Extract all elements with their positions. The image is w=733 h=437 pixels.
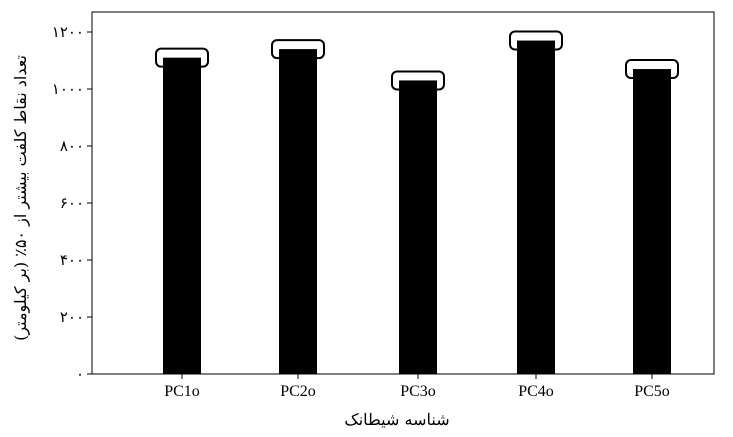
y-tick-label: ۱۰۰۰ — [52, 80, 84, 98]
x-tick-label: PC3o — [400, 383, 436, 400]
error-markers — [155, 30, 679, 91]
y-tick-label: ۸۰۰ — [60, 137, 84, 155]
bar — [517, 40, 555, 375]
bar — [279, 49, 317, 374]
error-marker — [155, 47, 209, 68]
y-tick-label: ۲۰۰ — [60, 308, 84, 326]
x-tick-label: PC1o — [164, 383, 200, 400]
error-marker — [391, 70, 445, 91]
bar — [633, 69, 671, 375]
error-marker — [509, 30, 563, 51]
x-axis-title: شناسه شیطانک — [344, 410, 449, 429]
y-tick-label: ۴۰۰ — [60, 251, 84, 269]
y-tick-label: ۰ — [76, 365, 84, 383]
x-tick-label: PC4o — [518, 383, 554, 400]
y-axis: ۰ ۲۰۰ ۴۰۰ ۶۰۰ ۸۰۰ ۱۰۰۰ ۱۲۰۰ — [52, 23, 92, 383]
y-tick-label: ۱۲۰۰ — [52, 23, 84, 41]
error-marker — [271, 39, 325, 60]
y-axis-title: تعداد نقاط کلفت بیشتر از ۵۰٪ (بر کیلومتر… — [11, 55, 30, 341]
bar — [163, 57, 201, 375]
y-tick-label: ۶۰۰ — [60, 194, 84, 212]
x-axis: PC1o PC2o PC3o PC4o PC5o — [164, 374, 670, 400]
bar — [399, 80, 437, 374]
error-marker — [625, 59, 679, 80]
x-tick-label: PC2o — [280, 383, 316, 400]
bars — [163, 40, 671, 375]
x-tick-label: PC5o — [634, 383, 670, 400]
